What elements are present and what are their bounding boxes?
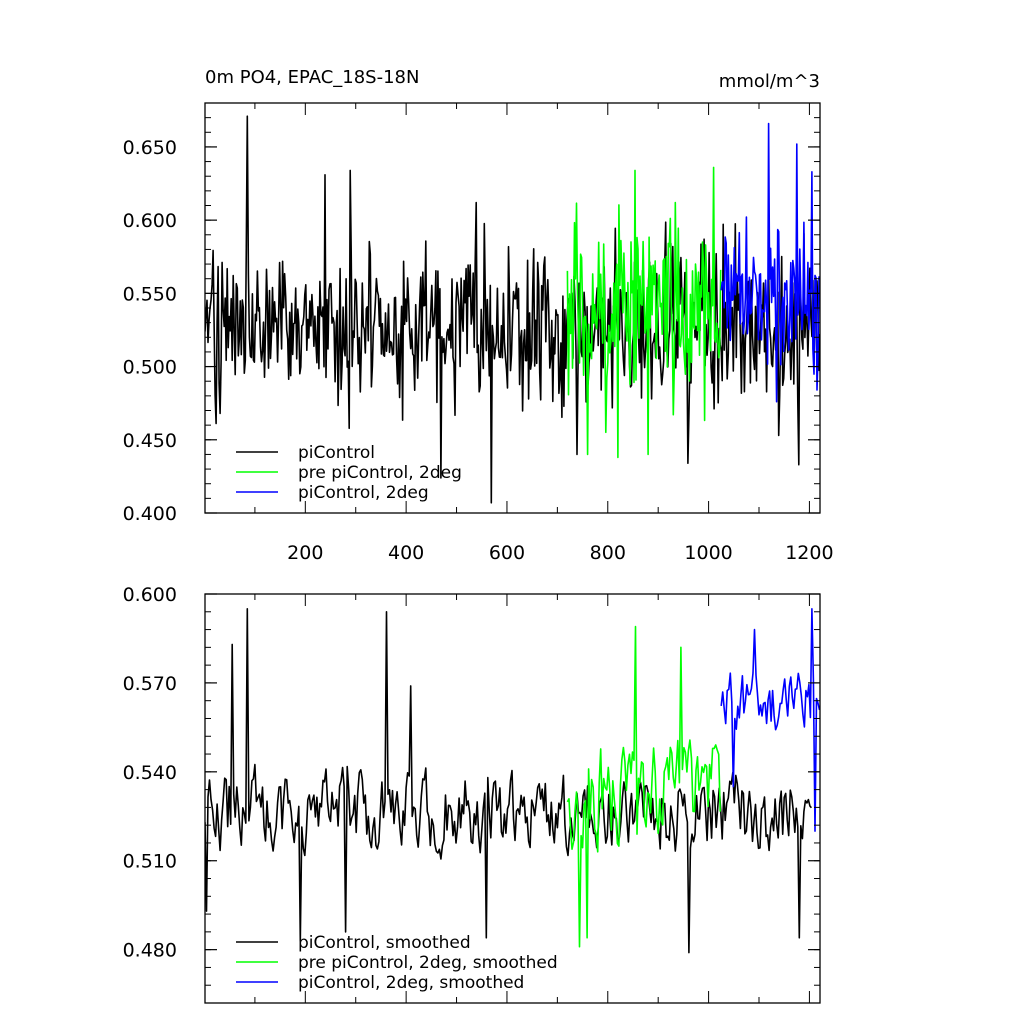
legend-label-1: piControl, smoothed <box>298 933 471 953</box>
top-plot: 0.400 0.450 0.500 0.550 0.600 0.650 200 400 600 8… <box>123 102 834 564</box>
y-tick-label: 0.400 <box>123 503 177 525</box>
y-tick-label: 0.570 <box>123 673 177 695</box>
y-tick-label: 0.550 <box>123 283 177 305</box>
legend-label-3: piControl, 2deg <box>298 483 429 503</box>
y-tick-label: 0.450 <box>123 430 177 452</box>
x-tick-label: 1200 <box>785 542 833 564</box>
series-line-3 <box>720 608 820 832</box>
series-line-3 <box>720 122 820 403</box>
series-line-2 <box>566 625 721 948</box>
series-line-2 <box>566 166 722 459</box>
x-tick-label: 200 <box>287 542 323 564</box>
bottom-plot: 0.480 0.510 0.540 0.570 0.600 piControl, smoo… <box>123 584 821 1004</box>
legend-label-2: pre piControl, 2deg <box>298 463 462 483</box>
legend-label-1: piControl <box>298 443 375 463</box>
y-tick-label: 0.480 <box>123 940 177 962</box>
series-lines <box>205 115 820 504</box>
plot-frame <box>204 593 821 1004</box>
y-tick-label: 0.600 <box>123 584 177 606</box>
x-tick-label: 600 <box>489 542 525 564</box>
x-tick-label: 400 <box>388 542 424 564</box>
y-tick-label: 0.510 <box>123 851 177 873</box>
top-chart-units: mmol/m^3 <box>719 71 820 92</box>
x-tick-label: 800 <box>590 542 626 564</box>
x-tick-label: 1000 <box>684 542 732 564</box>
legend-label-3: piControl, 2deg, smoothed <box>298 973 524 993</box>
y-tick-label: 0.500 <box>123 357 177 379</box>
top-chart-title: 0m PO4, EPAC_18S-18N <box>205 67 419 88</box>
legend-label-2: pre piControl, 2deg, smoothed <box>298 953 558 973</box>
y-tick-label: 0.650 <box>123 137 177 159</box>
y-tick-label: 0.600 <box>123 210 177 232</box>
series-line-1 <box>205 608 813 954</box>
y-tick-label: 0.540 <box>123 762 177 784</box>
series-lines <box>205 608 820 954</box>
